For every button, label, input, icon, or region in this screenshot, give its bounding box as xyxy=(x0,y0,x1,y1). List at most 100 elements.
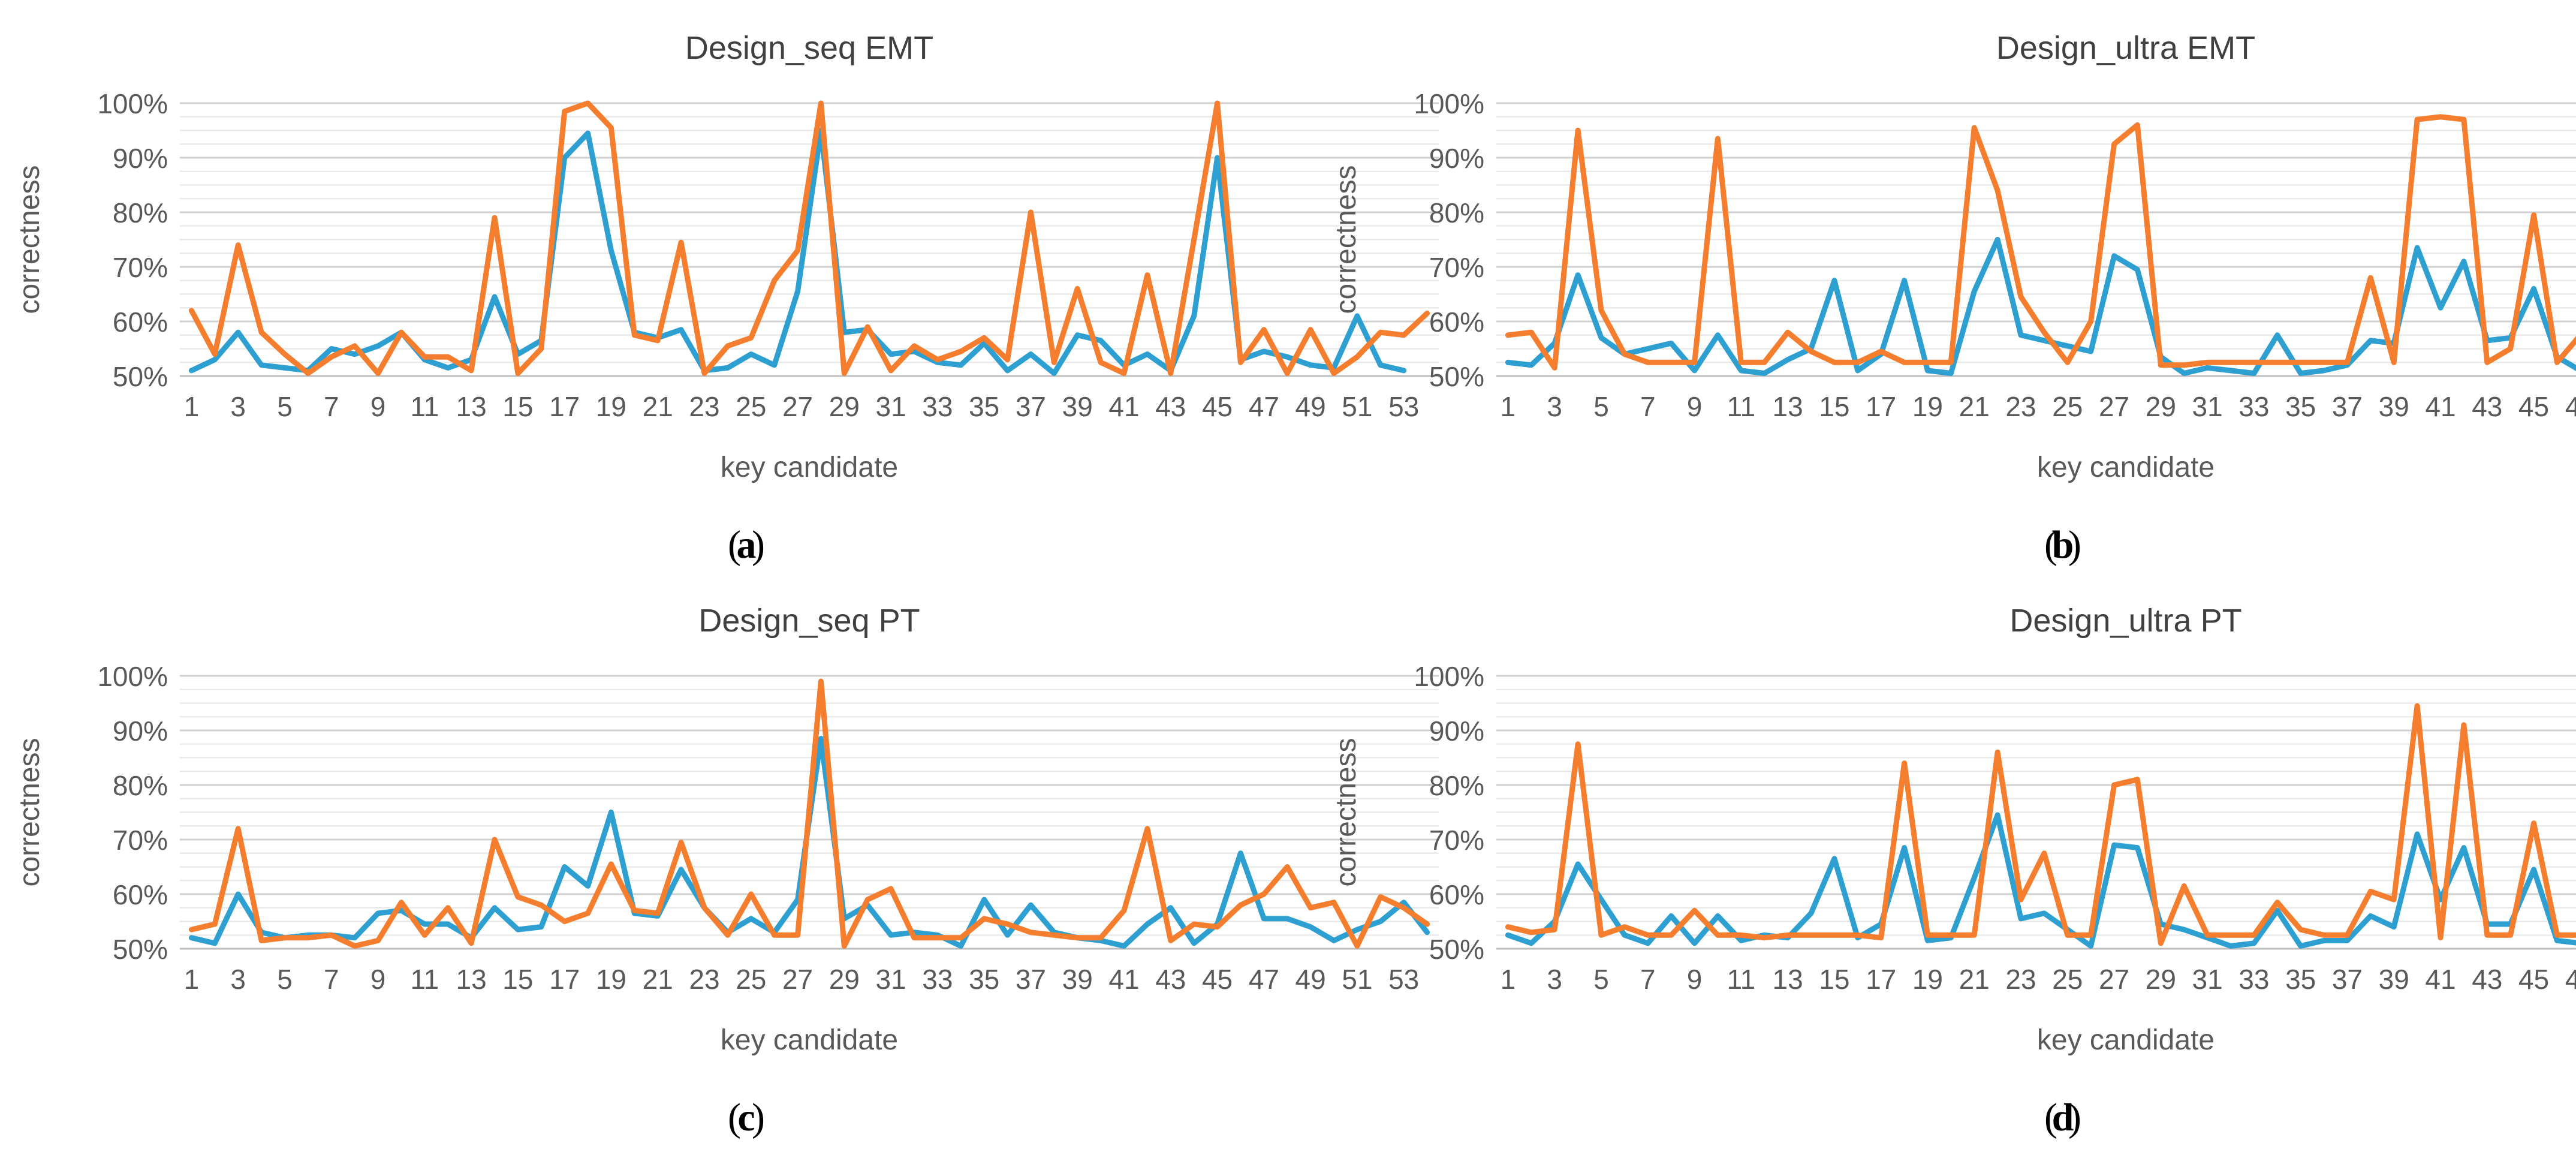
data-point-orange xyxy=(1120,370,1128,377)
data-point-blue xyxy=(538,924,545,931)
x-tick-label: 17 xyxy=(549,964,580,995)
data-point-blue xyxy=(1574,272,1581,279)
data-point-orange xyxy=(794,247,802,254)
series-line-orange xyxy=(1505,114,2576,371)
data-point-blue xyxy=(1994,811,2001,819)
data-point-blue xyxy=(1527,940,1535,947)
data-point-orange xyxy=(1144,825,1151,832)
data-point-blue xyxy=(491,904,498,912)
x-tick-label: 45 xyxy=(1202,964,1233,995)
x-tick-label: 9 xyxy=(1687,964,1703,995)
data-point-orange xyxy=(957,934,965,942)
data-point-orange xyxy=(561,108,568,115)
series-orange xyxy=(188,678,1430,949)
data-point-orange xyxy=(2414,702,2421,709)
x-tick-label: 5 xyxy=(1593,391,1609,422)
data-point-orange xyxy=(2111,781,2118,789)
data-point-orange xyxy=(1504,924,1511,931)
data-point-blue xyxy=(1598,334,1605,341)
data-point-orange xyxy=(305,370,312,377)
data-point-orange xyxy=(258,329,265,336)
x-tick-label: 9 xyxy=(1687,391,1703,422)
data-point-orange xyxy=(1994,748,2001,756)
data-point-orange xyxy=(1831,359,1838,366)
x-tick-label: 43 xyxy=(1155,391,1186,422)
data-point-orange xyxy=(1167,937,1174,944)
series-orange xyxy=(188,100,1430,377)
x-tick-label: 3 xyxy=(1547,964,1562,995)
data-point-blue xyxy=(677,326,685,333)
data-point-blue xyxy=(2134,266,2141,273)
data-point-orange xyxy=(631,332,638,339)
data-point-orange xyxy=(1971,124,1978,131)
data-point-blue xyxy=(794,288,802,295)
data-point-blue xyxy=(2087,348,2095,355)
data-point-blue xyxy=(1191,312,1198,320)
data-point-blue xyxy=(1027,351,1034,358)
y-tick-label: 90% xyxy=(113,143,168,174)
data-point-orange xyxy=(1668,931,1675,939)
data-point-blue xyxy=(1644,940,1652,947)
data-point-orange xyxy=(2204,931,2211,939)
data-point-blue xyxy=(234,329,242,336)
data-point-orange xyxy=(1947,931,1954,939)
data-point-orange xyxy=(468,940,475,947)
data-point-orange xyxy=(2157,940,2164,947)
data-point-blue xyxy=(188,367,195,374)
data-point-orange xyxy=(2041,850,2048,857)
chart-title: Design_seq EMT xyxy=(685,30,933,66)
data-point-orange xyxy=(1527,329,1535,336)
x-tick-label: 41 xyxy=(2425,391,2456,422)
data-point-orange xyxy=(1284,370,1291,377)
data-point-orange xyxy=(981,915,988,922)
data-point-orange xyxy=(1214,100,1221,107)
caption-open-paren: ( xyxy=(2044,1096,2057,1139)
data-point-blue xyxy=(258,362,265,369)
x-tick-label: 37 xyxy=(1016,391,1046,422)
data-point-orange xyxy=(561,918,568,925)
x-tick-label: 17 xyxy=(549,391,580,422)
x-tick-label: 25 xyxy=(2052,964,2083,995)
data-point-orange xyxy=(585,910,592,917)
y-tick-label: 100% xyxy=(97,661,168,692)
data-point-orange xyxy=(2437,113,2444,121)
chart-title: Design_ultra PT xyxy=(2009,603,2241,639)
data-point-blue xyxy=(1027,901,1034,909)
data-point-blue xyxy=(1644,345,1652,353)
x-tick-label: 5 xyxy=(1593,964,1609,995)
x-tick-label: 29 xyxy=(829,964,860,995)
chart-panel-d: 50%60%70%80%90%100%1 3 5 7 9 11 13 15 17 19 21 23 25… xyxy=(1330,603,2576,1139)
caption-close-paren: ) xyxy=(2068,523,2081,567)
y-tick-label: 60% xyxy=(1429,306,1484,338)
data-point-orange xyxy=(234,242,242,249)
data-point-orange xyxy=(351,342,358,350)
data-point-blue xyxy=(1354,926,1361,933)
data-point-orange xyxy=(2134,121,2141,128)
data-point-orange xyxy=(1330,370,1337,377)
data-point-orange xyxy=(468,367,475,374)
x-tick-label: 23 xyxy=(689,391,719,422)
data-point-orange xyxy=(514,370,522,377)
data-point-orange xyxy=(2227,931,2234,939)
data-point-orange xyxy=(1924,359,1931,366)
x-tick-label: 13 xyxy=(456,391,487,422)
data-point-orange xyxy=(514,894,522,901)
x-axis-label: key candidate xyxy=(2037,1024,2215,1056)
x-tick-label: 37 xyxy=(2332,391,2363,422)
data-point-orange xyxy=(2343,931,2351,939)
data-point-orange xyxy=(444,904,451,912)
data-point-orange xyxy=(748,334,755,341)
x-axis-label: key candidate xyxy=(2037,452,2215,483)
panel-caption: (c) xyxy=(728,1096,765,1139)
x-tick-label: 43 xyxy=(1155,964,1186,995)
data-point-blue xyxy=(1901,844,1908,852)
data-point-blue xyxy=(2227,943,2234,950)
data-point-blue xyxy=(2041,910,2048,917)
y-tick-label: 100% xyxy=(1414,661,1484,692)
x-tick-label: 31 xyxy=(876,391,906,422)
data-point-orange xyxy=(538,901,545,909)
data-point-blue xyxy=(1527,362,1535,369)
data-point-orange xyxy=(934,934,941,942)
data-point-blue xyxy=(2227,367,2234,374)
